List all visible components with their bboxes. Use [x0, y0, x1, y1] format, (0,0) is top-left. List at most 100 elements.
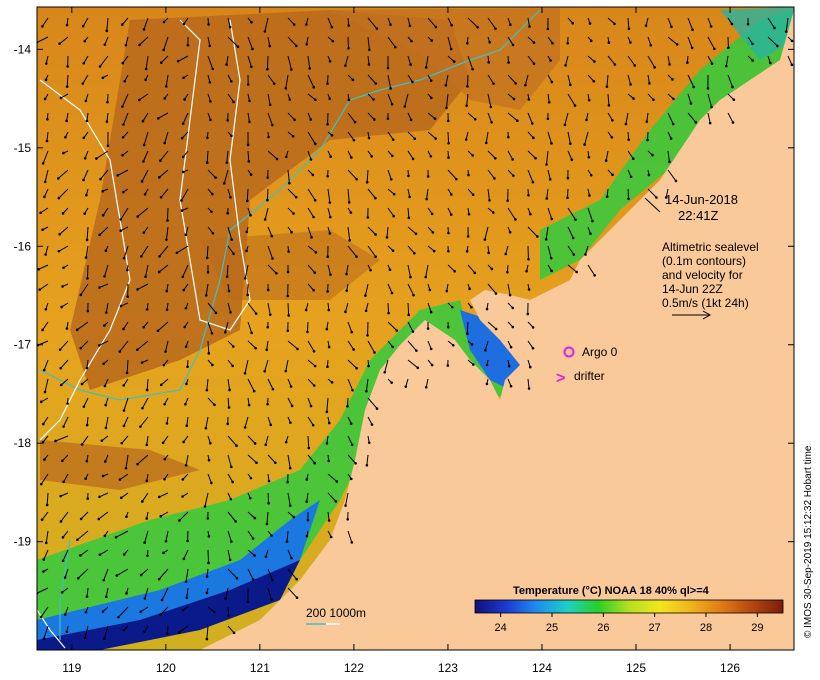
- velocity-arrow: [137, 207, 149, 217]
- velocity-arrow-head: [213, 403, 216, 407]
- velocity-arrow: [625, 112, 629, 125]
- velocity-arrow-head: [184, 306, 188, 310]
- velocity-arrow: [121, 17, 129, 25]
- velocity-arrow: [122, 55, 129, 64]
- velocity-arrow: [427, 112, 436, 120]
- velocity-arrow: [627, 150, 634, 159]
- velocity-arrow-head: [312, 384, 316, 387]
- velocity-arrow-head: [430, 212, 434, 216]
- velocity-arrow-head: [39, 482, 43, 486]
- velocity-arrow: [224, 321, 229, 333]
- velocity-arrow: [106, 112, 109, 122]
- velocity-arrow-head: [355, 366, 358, 370]
- velocity-arrow: [407, 150, 414, 160]
- velocity-arrow: [66, 112, 69, 121]
- velocity-arrow-head: [85, 423, 89, 427]
- velocity-arrow-head: [122, 327, 125, 331]
- velocity-arrow-head: [125, 515, 128, 519]
- velocity-arrow-head: [364, 294, 367, 297]
- velocity-arrow: [527, 378, 530, 389]
- velocity-arrow: [326, 397, 329, 412]
- velocity-arrow: [567, 131, 571, 144]
- isobath-200m: [59, 539, 71, 640]
- velocity-arrow-head: [79, 517, 83, 521]
- velocity-arrow: [487, 321, 497, 330]
- velocity-arrow: [64, 606, 69, 615]
- velocity-arrow-head: [163, 402, 166, 406]
- velocity-arrow: [145, 264, 149, 277]
- velocity-arrow-head: [546, 117, 550, 121]
- velocity-arrow: [707, 93, 713, 108]
- velocity-arrow-head: [143, 192, 147, 196]
- velocity-arrow-head: [229, 497, 233, 501]
- velocity-arrow-head: [589, 232, 592, 235]
- velocity-arrow-head: [426, 327, 430, 330]
- velocity-arrow-head: [527, 193, 530, 197]
- velocity-arrow: [547, 74, 553, 83]
- velocity-arrow: [106, 17, 109, 31]
- velocity-arrow: [445, 74, 449, 86]
- velocity-arrow-head: [451, 305, 454, 309]
- velocity-arrow-head: [164, 85, 168, 88]
- velocity-arrow: [61, 454, 69, 462]
- velocity-arrow-head: [289, 385, 293, 388]
- velocity-arrow-head: [266, 288, 270, 292]
- velocity-arrow: [287, 55, 292, 70]
- velocity-arrow: [99, 549, 109, 556]
- y-tick-label: -19: [14, 535, 32, 549]
- velocity-arrow: [407, 74, 413, 83]
- velocity-arrow-head: [157, 495, 161, 499]
- velocity-arrow: [547, 207, 553, 220]
- velocity-arrow-head: [536, 235, 539, 238]
- velocity-arrow: [285, 74, 289, 89]
- velocity-arrow-head: [85, 459, 89, 463]
- velocity-arrow: [367, 397, 378, 409]
- velocity-arrow-head: [44, 541, 48, 545]
- velocity-arrow-head: [98, 65, 102, 68]
- velocity-arrow: [264, 359, 269, 372]
- velocity-arrow: [161, 587, 169, 601]
- velocity-arrow-head: [627, 27, 631, 31]
- velocity-arrow-head: [790, 39, 794, 43]
- velocity-arrow-head: [350, 330, 354, 334]
- velocity-arrow: [165, 340, 169, 352]
- velocity-arrow-head: [41, 162, 45, 165]
- velocity-arrow: [267, 568, 273, 581]
- velocity-arrow-head: [204, 426, 208, 430]
- velocity-arrow: [86, 226, 89, 240]
- velocity-arrow: [407, 340, 417, 351]
- velocity-arrow-head: [313, 271, 317, 274]
- velocity-arrow: [145, 55, 149, 70]
- velocity-arrow: [367, 36, 370, 50]
- velocity-arrow: [425, 378, 429, 388]
- velocity-arrow-head: [347, 46, 350, 50]
- velocity-arrow-head: [671, 122, 675, 126]
- velocity-arrow: [99, 226, 109, 236]
- velocity-arrow-head: [207, 352, 211, 355]
- velocity-arrow: [44, 169, 49, 182]
- velocity-arrow: [407, 321, 414, 332]
- velocity-arrow-head: [344, 504, 347, 507]
- velocity-arrow-head: [85, 238, 89, 242]
- velocity-arrow-head: [101, 189, 105, 193]
- velocity-arrow: [347, 188, 350, 203]
- velocity-arrow-head: [232, 100, 235, 104]
- velocity-arrow-head: [370, 423, 374, 426]
- altimetry-note-line4: 14-Jun 22Z: [662, 282, 723, 296]
- velocity-arrow: [307, 359, 316, 367]
- velocity-arrow: [207, 340, 210, 354]
- velocity-arrow-head: [511, 306, 515, 310]
- velocity-arrow-head: [629, 175, 633, 179]
- velocity-arrow: [247, 112, 250, 122]
- velocity-arrow-head: [506, 270, 509, 274]
- velocity-arrow-head: [245, 199, 249, 203]
- velocity-arrow-head: [445, 289, 449, 293]
- velocity-arrow: [307, 283, 315, 291]
- velocity-arrow-head: [228, 25, 232, 29]
- argo-marker-icon: [563, 346, 575, 358]
- velocity-arrow-head: [547, 100, 551, 104]
- velocity-arrow: [105, 587, 109, 597]
- velocity-arrow: [37, 36, 49, 43]
- velocity-arrow-head: [335, 480, 339, 483]
- velocity-arrow-head: [710, 105, 713, 109]
